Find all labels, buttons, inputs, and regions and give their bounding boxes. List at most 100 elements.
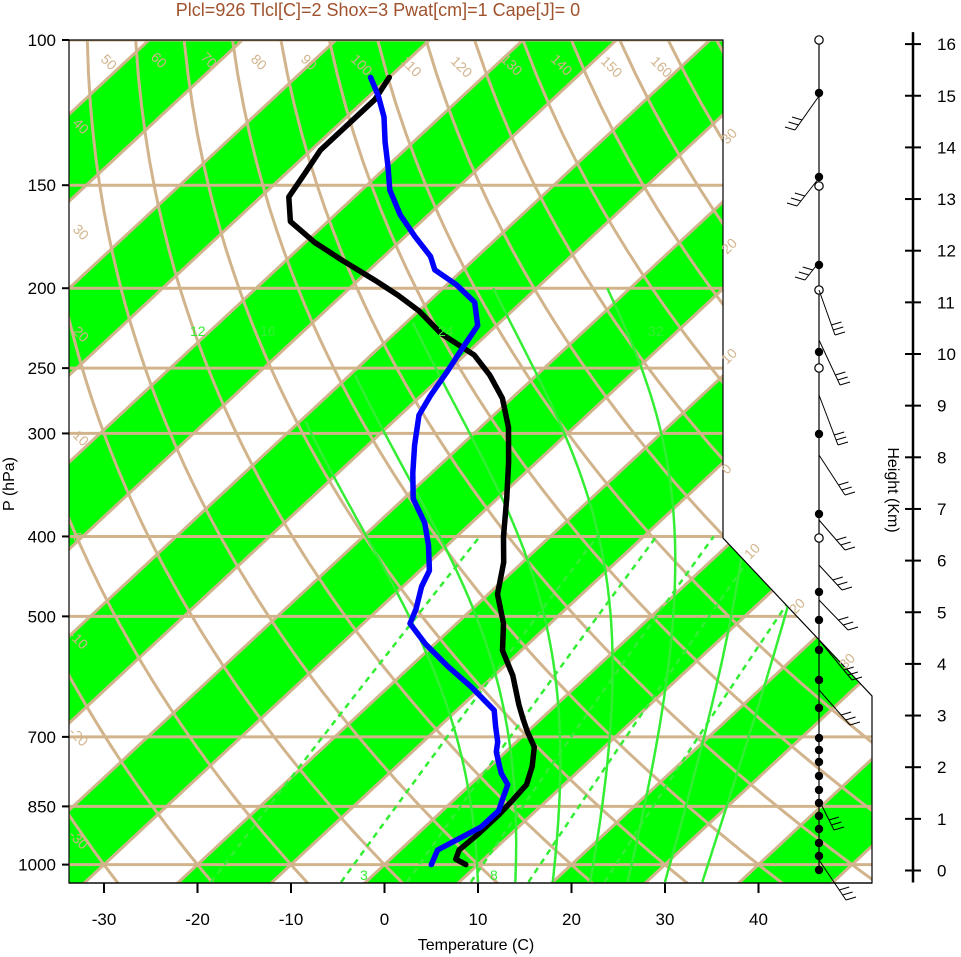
wind-barb-feather bbox=[837, 441, 849, 446]
dry-adiabat bbox=[279, 40, 872, 883]
height-tick-label: 11 bbox=[937, 293, 955, 312]
adiabat-label: -20 bbox=[66, 724, 92, 750]
wind-barb-feather bbox=[834, 431, 845, 436]
wind-barb-feather bbox=[828, 816, 840, 821]
wind-level-dot bbox=[814, 615, 824, 625]
wind-barb-feather bbox=[849, 721, 861, 726]
isotherm-label: 0 bbox=[718, 460, 735, 477]
wind-level-dot bbox=[814, 838, 824, 848]
isotherm-band bbox=[69, 40, 637, 883]
isotherm-band bbox=[69, 40, 76, 883]
wind-barb-feather bbox=[839, 886, 850, 891]
wind-level-dot bbox=[814, 733, 824, 743]
isotherm-line bbox=[69, 40, 77, 883]
dry-adiabat bbox=[231, 40, 787, 883]
x-tick-label: -30 bbox=[92, 910, 117, 929]
height-tick-label: 9 bbox=[937, 397, 946, 416]
wind-level-dot bbox=[814, 260, 824, 270]
wind-barb-staff bbox=[804, 261, 820, 281]
wind-barb-feather bbox=[842, 891, 853, 896]
dry-adiabat bbox=[69, 40, 121, 883]
isotherm-band bbox=[175, 40, 872, 883]
wind-barb-feather bbox=[794, 276, 806, 281]
x-tick-label: -20 bbox=[185, 910, 210, 929]
wind-barb-staff bbox=[818, 564, 843, 591]
moist-adiabat-label: 16 bbox=[260, 323, 276, 339]
mixing-ratio-line bbox=[469, 535, 715, 883]
isotherm-line bbox=[641, 40, 872, 883]
wind-barb-feather bbox=[837, 376, 848, 381]
x-tick-label: 10 bbox=[469, 910, 488, 929]
wind-level-dot bbox=[814, 347, 824, 357]
dry-adiabat bbox=[134, 40, 597, 883]
moist-adiabat bbox=[353, 374, 518, 883]
wind-barb-feather bbox=[841, 586, 853, 591]
isotherm-label: 20 bbox=[786, 595, 808, 617]
dry-adiabat bbox=[763, 40, 872, 883]
wind-barb-feather bbox=[836, 536, 847, 541]
isotherm-line bbox=[69, 40, 451, 883]
wind-barb-feather bbox=[838, 481, 849, 486]
wind-level-open-dot bbox=[814, 35, 824, 45]
wind-level-dot bbox=[814, 172, 824, 182]
height-tick-label: 10 bbox=[937, 345, 956, 364]
wind-barb-feather bbox=[832, 576, 843, 581]
wind-barb-feather bbox=[833, 326, 844, 331]
wind-barb-staff bbox=[818, 519, 846, 551]
wind-barb-feather bbox=[843, 621, 854, 626]
isotherm-line bbox=[69, 40, 264, 883]
wind-barb-staff bbox=[818, 339, 841, 386]
x-tick-label: 20 bbox=[562, 910, 581, 929]
wind-level-dot bbox=[814, 645, 824, 655]
wind-barb-feather bbox=[794, 192, 806, 197]
height-tick-label: 8 bbox=[937, 448, 946, 467]
isotherm-label: 30 bbox=[718, 125, 740, 147]
x-tick-label: 0 bbox=[380, 910, 389, 929]
height-tick-label: 3 bbox=[937, 707, 946, 726]
wind-barb-feather bbox=[837, 581, 848, 586]
wind-barb-feather bbox=[840, 541, 851, 546]
isotherm-line bbox=[69, 40, 825, 883]
mixing-ratio-line bbox=[527, 535, 767, 883]
height-tick-label: 16 bbox=[937, 35, 956, 54]
isotherm-line bbox=[69, 40, 731, 883]
sounding-profile bbox=[286, 74, 538, 868]
sounding-profile bbox=[367, 74, 511, 868]
height-tick-label: 5 bbox=[937, 603, 946, 622]
p-tick-label: 200 bbox=[28, 279, 56, 298]
dry-adiabat bbox=[69, 40, 312, 883]
wind-level-dot bbox=[814, 757, 824, 767]
wind-level-dot bbox=[814, 509, 824, 519]
wind-barb-feather bbox=[791, 116, 803, 121]
dry-adiabat bbox=[69, 40, 216, 883]
wind-level-dot bbox=[814, 824, 824, 834]
wind-barb-feather bbox=[845, 716, 856, 721]
wind-barb-feather bbox=[845, 896, 857, 901]
wind-barb-feather bbox=[841, 486, 852, 491]
wind-barb-feather bbox=[784, 126, 796, 131]
p-tick-label: 1000 bbox=[18, 856, 56, 875]
wind-level-dot bbox=[814, 675, 824, 685]
x-axis-ticks: -30 -20 -10 0 10 20 30 40 bbox=[69, 882, 872, 929]
wind-barb-feather bbox=[840, 711, 852, 716]
x-tick-label: 30 bbox=[656, 910, 675, 929]
height-tick-label: 6 bbox=[937, 552, 946, 571]
wind-barb-staff bbox=[796, 177, 820, 207]
wind-level-dot bbox=[814, 745, 824, 755]
mixing-ratio-line bbox=[405, 535, 658, 883]
wind-level-open-dot bbox=[814, 363, 824, 373]
height-tick-label: 15 bbox=[937, 87, 956, 106]
wind-level-dot bbox=[814, 811, 824, 821]
wind-barb-feather bbox=[790, 197, 802, 202]
mixing-ratio-line bbox=[340, 535, 599, 883]
wind-level-dot bbox=[814, 429, 824, 439]
wind-barb-feather bbox=[835, 371, 846, 376]
wind-level-open-dot bbox=[814, 181, 824, 191]
wind-barb-feather bbox=[847, 671, 859, 676]
mixing-ratio-label: 3 bbox=[360, 867, 368, 883]
wind-barb-staff bbox=[818, 394, 839, 446]
mixing-ratio-line bbox=[209, 535, 481, 883]
wind-level-open-dot bbox=[814, 533, 824, 543]
wind-barb-feather bbox=[844, 546, 856, 551]
